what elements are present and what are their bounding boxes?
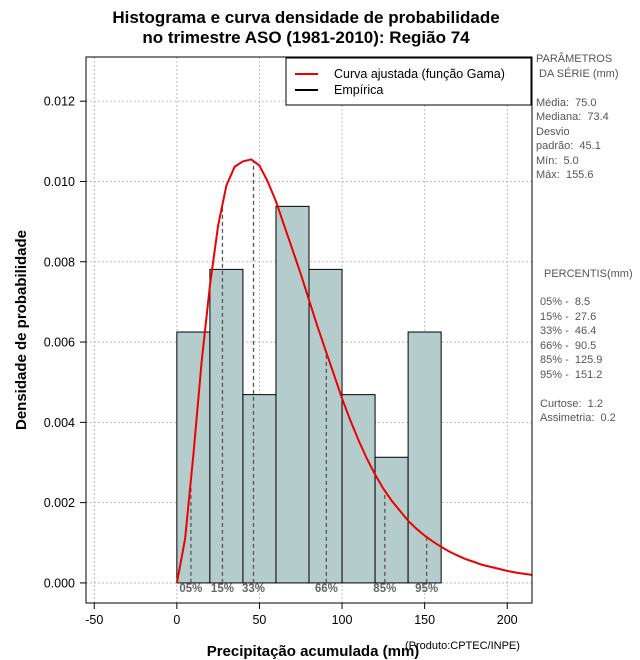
chart-title-line2: no trimestre ASO (1981-2010): Região 74 [142,28,470,47]
histogram-bar-7 [407,331,442,584]
x-tick-label-5: 200 [497,613,518,627]
legend: Curva ajustada (função Gama) Empírica [285,57,532,106]
y-tick-label-5: 0.010 [44,175,75,189]
y-tick-label-6: 0.012 [44,95,75,109]
param-mediana: Mediana: 73.4 [536,111,609,123]
parameters-panel: PARÂMETROS DA SÉRIE (mm) Média: 75.0 Medi… [536,52,619,183]
histogram-bar-2 [242,394,277,584]
histogram-bar-1 [209,268,244,584]
parameters-heading-1: PARÂMETROS [536,53,613,65]
plot-frame [85,56,533,604]
x-tick-label-4: 150 [414,613,435,627]
histogram-bar-4 [308,268,343,584]
stat-curtose: Curtose: 1.2 [540,397,603,410]
histogram-bar-6 [374,456,409,584]
percentile-label-95%: 95% [415,583,438,595]
x-tick-label-0: -50 [85,613,103,627]
y-tick-label-1: 0.002 [44,496,75,510]
y-axis-label: Densidade de probabilidade [13,230,30,430]
percentile-label-85%: 85% [373,583,396,595]
pct-05: 05% - 8.5 [540,296,591,308]
legend-fitted-label: Curva ajustada (função Gama) [334,67,505,81]
pct-33: 33% - 46.4 [540,325,597,337]
x-tick-label-3: 100 [332,613,353,627]
percentile-label-66%: 66% [315,583,338,595]
y-tick-label-3: 0.006 [44,336,75,350]
histogram-bar-5 [341,394,376,584]
fitted-curve-layer [175,158,533,584]
param-desvio-2: padrão: 45.1 [536,140,601,152]
legend-box [285,57,532,106]
credit-text: (Produto:CPTEC/INPE) [405,640,520,652]
pct-85: 85% - 125.9 [540,354,603,366]
param-desvio-1: Desvio [536,125,570,138]
y-tick-label-0: 0.000 [44,576,75,590]
pct-95: 95% - 151.2 [540,368,603,381]
histogram-bars [176,205,442,584]
axes: -50 0 50 100 150 200 0.000 0.002 0.004 0.006 0.008… [44,95,518,627]
param-min: Mín: 5.0 [536,154,579,167]
chart-title-line1: Histograma e curva densidade de probabil… [112,8,500,27]
x-tick-label-2: 50 [252,613,266,627]
legend-empirical-label: Empírica [334,83,383,97]
x-tick-label-1: 0 [173,613,180,627]
x-axis-label: Precipitação acumulada (mm) [207,643,420,660]
fitted-curve-line [175,158,533,584]
percentile-label-33%: 33% [242,583,265,595]
percentiles-heading: PERCENTIS(mm) [544,268,633,280]
y-tick-label-2: 0.004 [44,416,75,430]
pct-15: 15% - 27.6 [540,310,597,323]
y-tick-label-4: 0.008 [44,255,75,269]
percentiles-panel: 05% - 8.5 15% - 27.6 33% - 46.4 66% - 90.5 8… [540,295,616,426]
percentile-label-15%: 15% [211,583,234,595]
histogram-bar-3 [275,205,310,584]
parameters-heading-2: DA SÉRIE (mm) [536,67,619,80]
percentile-label-05%: 05% [179,583,202,595]
percentile-lines: 05% 15% 33% 66% 85% 95% [179,161,438,595]
pct-66: 66% - 90.5 [540,339,597,352]
chart-title: Histograma e curva densidade de probabil… [0,8,612,48]
stat-assimetria: Assimetria: 0.2 [540,412,616,424]
param-media: Média: 75.0 [536,96,597,109]
param-max: Máx: 155.6 [536,169,594,181]
